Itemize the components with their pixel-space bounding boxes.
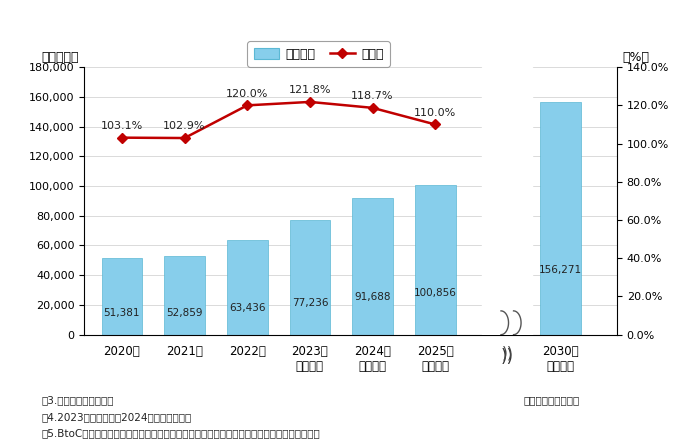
- Text: )): )): [501, 345, 513, 360]
- Text: 63,436: 63,436: [229, 303, 265, 313]
- Text: 注3.事業者売上高ベース: 注3.事業者売上高ベース: [42, 396, 114, 406]
- Text: 100,856: 100,856: [414, 288, 456, 298]
- Text: )): )): [500, 348, 514, 366]
- Text: 注4.2023年は見込値、2024年以降は予測値: 注4.2023年は見込値、2024年以降は予測値: [42, 412, 192, 422]
- Bar: [101, 258, 142, 335]
- Text: （百万円）: （百万円）: [41, 52, 79, 64]
- Text: 77,236: 77,236: [292, 298, 328, 307]
- Text: 118.7%: 118.7%: [351, 91, 394, 101]
- Text: （%）: （%）: [623, 52, 649, 64]
- Legend: 市場規模, 前年比: 市場規模, 前年比: [247, 41, 390, 67]
- Text: 51,381: 51,381: [104, 308, 140, 318]
- Text: 121.8%: 121.8%: [289, 85, 331, 95]
- Text: 110.0%: 110.0%: [414, 108, 456, 118]
- Text: 120.0%: 120.0%: [226, 89, 269, 99]
- Bar: [227, 240, 267, 335]
- Bar: [415, 185, 456, 335]
- Bar: [164, 256, 205, 335]
- Bar: [290, 220, 330, 335]
- Text: 91,688: 91,688: [355, 292, 391, 302]
- Bar: [352, 198, 393, 335]
- Text: 102.9%: 102.9%: [163, 121, 206, 131]
- Text: 52,859: 52,859: [166, 308, 203, 318]
- Text: 156,271: 156,271: [539, 265, 582, 275]
- Text: 注5.BtoC型乗用車のカーシェアリングのみを対象とし、個人間のカーシェアリングは含まない: 注5.BtoC型乗用車のカーシェアリングのみを対象とし、個人間のカーシェアリング…: [42, 428, 320, 438]
- Text: 石野経済研究所調べ: 石野経済研究所調べ: [524, 396, 580, 406]
- Bar: [540, 102, 581, 335]
- Bar: [482, 67, 533, 335]
- Text: 103.1%: 103.1%: [101, 121, 143, 131]
